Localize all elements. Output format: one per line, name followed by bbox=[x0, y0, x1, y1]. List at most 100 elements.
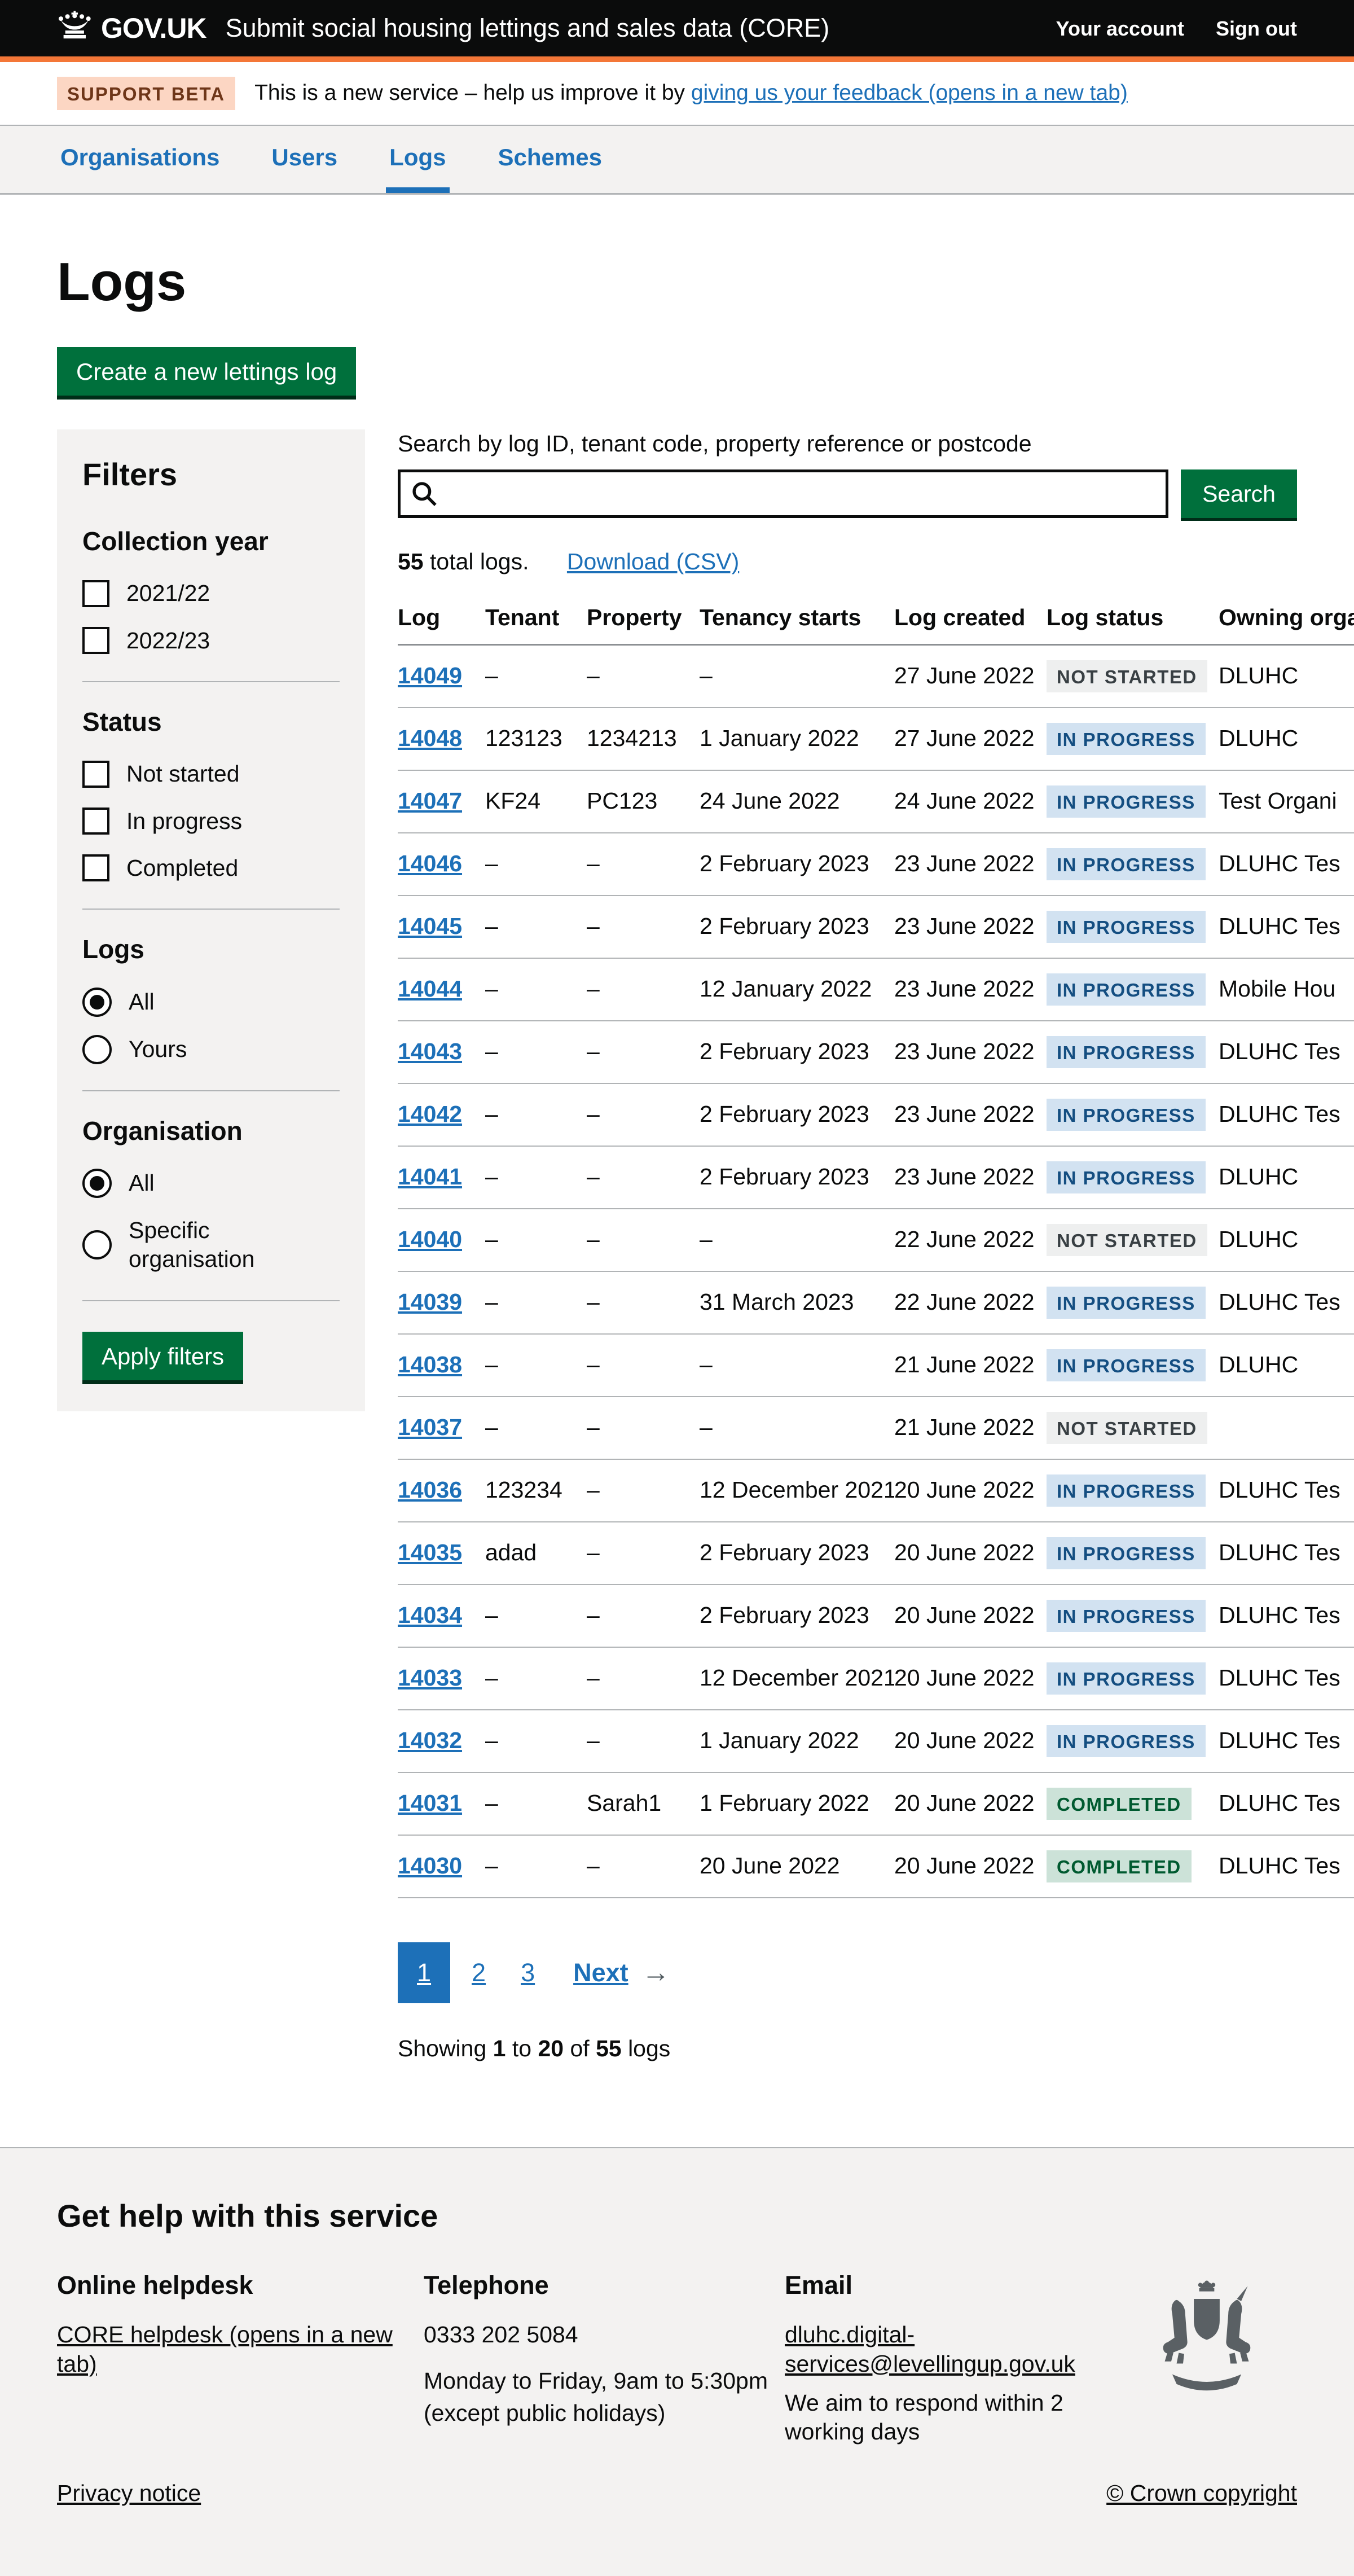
tenant-cell: – bbox=[485, 1584, 587, 1648]
create-lettings-log-button[interactable]: Create a new lettings log bbox=[57, 346, 357, 396]
log-created-cell: 24 June 2022 bbox=[894, 770, 1047, 833]
log-id-link[interactable]: 14043 bbox=[398, 1038, 463, 1065]
log-id-link[interactable]: 14035 bbox=[398, 1539, 463, 1566]
core-helpdesk-link[interactable]: CORE helpdesk (opens in a new tab) bbox=[57, 2322, 393, 2377]
summary-suffix: logs bbox=[621, 2035, 671, 2061]
log-id-link[interactable]: 14046 bbox=[398, 850, 463, 877]
log-id-link[interactable]: 14036 bbox=[398, 1477, 463, 1503]
checkbox-label[interactable]: In progress bbox=[126, 808, 243, 834]
tenancy-starts-cell: 2 February 2023 bbox=[700, 832, 894, 896]
log-id-link[interactable]: 14034 bbox=[398, 1602, 463, 1629]
status-badge: IN PROGRESS bbox=[1047, 1098, 1206, 1131]
log-id-link[interactable]: 14039 bbox=[398, 1289, 463, 1315]
next-page-link[interactable]: Next bbox=[573, 1958, 628, 1987]
tenant-cell: – bbox=[485, 832, 587, 896]
log-created-cell: 23 June 2022 bbox=[894, 895, 1047, 959]
filters-title: Filters bbox=[82, 456, 178, 492]
radio-label[interactable]: All bbox=[129, 988, 155, 1015]
radio-label[interactable]: All bbox=[129, 1170, 155, 1196]
checkbox-box[interactable] bbox=[82, 760, 109, 788]
tenant-cell: – bbox=[485, 895, 587, 959]
checkbox-2021-22[interactable]: 2021/22 bbox=[82, 579, 340, 608]
page-3-link[interactable]: 3 bbox=[521, 1958, 535, 1987]
checkbox-completed[interactable]: Completed bbox=[82, 854, 340, 883]
checkbox-in-progress[interactable]: In progress bbox=[82, 807, 340, 836]
log-created-cell: 20 June 2022 bbox=[894, 1772, 1047, 1836]
log-id-link[interactable]: 14041 bbox=[398, 1164, 463, 1190]
log-id-link[interactable]: 14048 bbox=[398, 725, 463, 752]
email-response-note: We aim to respond within 2 working days bbox=[785, 2389, 1063, 2445]
table-row: 14037 – – – 21 June 2022 NOT STARTED bbox=[398, 1396, 1354, 1460]
log-id-link[interactable]: 14042 bbox=[398, 1101, 463, 1127]
feedback-link[interactable]: giving us your feedback (opens in a new … bbox=[691, 81, 1128, 106]
log-id-link[interactable]: 14031 bbox=[398, 1790, 463, 1816]
log-id-link[interactable]: 14030 bbox=[398, 1853, 463, 1879]
table-row: 14038 – – – 21 June 2022 IN PROGRESS DLU… bbox=[398, 1333, 1354, 1397]
log-id-link[interactable]: 14040 bbox=[398, 1226, 463, 1253]
log-id-link[interactable]: 14045 bbox=[398, 913, 463, 940]
tenant-cell: – bbox=[485, 1020, 587, 1084]
page-1-link[interactable]: 1 bbox=[398, 1942, 451, 2003]
service-name-link[interactable]: Submit social housing lettings and sales… bbox=[225, 13, 830, 42]
your-account-link[interactable]: Your account bbox=[1056, 16, 1185, 40]
radio-logs-all[interactable]: All bbox=[82, 987, 340, 1017]
apply-filters-button[interactable]: Apply filters bbox=[82, 1331, 244, 1380]
radio-organisation-all[interactable]: All bbox=[82, 1169, 340, 1198]
col-header-log-created: Log created bbox=[894, 603, 1047, 646]
status-badge: NOT STARTED bbox=[1047, 660, 1207, 692]
radio-button[interactable] bbox=[82, 987, 112, 1017]
download-csv-link[interactable]: Download (CSV) bbox=[566, 548, 740, 574]
checkbox-box[interactable] bbox=[82, 854, 109, 882]
email-link[interactable]: dluhc.digital-services@levellingup.gov.u… bbox=[785, 2322, 1075, 2377]
logs-table: Log Tenant Property Tenancy starts Log c… bbox=[398, 603, 1354, 1898]
log-id-link[interactable]: 14049 bbox=[398, 662, 463, 689]
govuk-logo[interactable]: GOV.UK bbox=[57, 11, 207, 46]
checkbox-label[interactable]: 2022/23 bbox=[126, 627, 210, 653]
log-created-cell: 23 June 2022 bbox=[894, 1083, 1047, 1147]
radio-button[interactable] bbox=[82, 1034, 112, 1064]
checkbox-label[interactable]: Not started bbox=[126, 761, 240, 787]
footer-email-column: Email dluhc.digital-services@levellingup… bbox=[785, 2270, 1116, 2456]
col-header-owning-organisation: Owning organisation bbox=[1219, 603, 1354, 646]
tenant-cell: – bbox=[485, 1772, 587, 1836]
page-2-link[interactable]: 2 bbox=[472, 1958, 486, 1987]
log-id-link[interactable]: 14033 bbox=[398, 1665, 463, 1691]
search-input[interactable] bbox=[398, 469, 1169, 518]
search-button[interactable]: Search bbox=[1181, 469, 1297, 518]
nav-item-users[interactable]: Users bbox=[271, 144, 338, 171]
property-cell: – bbox=[587, 1835, 700, 1898]
table-row: 14042 – – 2 February 2023 23 June 2022 I… bbox=[398, 1083, 1354, 1147]
log-id-link[interactable]: 14038 bbox=[398, 1351, 463, 1378]
log-created-cell: 22 June 2022 bbox=[894, 1208, 1047, 1272]
radio-label[interactable]: Specific organisation bbox=[129, 1217, 255, 1272]
property-cell: Sarah1 bbox=[587, 1772, 700, 1836]
radio-button[interactable] bbox=[82, 1230, 112, 1260]
log-id-link[interactable]: 14032 bbox=[398, 1727, 463, 1754]
filter-legend-collection-year: Collection year bbox=[82, 526, 269, 556]
radio-specific-organisation[interactable]: Specific organisation bbox=[82, 1216, 340, 1274]
crown-copyright-link[interactable]: © Crown copyright bbox=[1106, 2480, 1297, 2507]
checkbox-box[interactable] bbox=[82, 627, 109, 655]
nav-item-organisations[interactable]: Organisations bbox=[60, 144, 220, 171]
checkbox-label[interactable]: 2021/22 bbox=[126, 580, 210, 607]
checkbox-box[interactable] bbox=[82, 808, 109, 835]
log-id-link[interactable]: 14047 bbox=[398, 788, 463, 814]
status-badge: IN PROGRESS bbox=[1047, 848, 1206, 880]
helpdesk-title: Online helpdesk bbox=[57, 2271, 253, 2299]
radio-button[interactable] bbox=[82, 1169, 112, 1198]
radio-label[interactable]: Yours bbox=[129, 1035, 187, 1062]
tenancy-starts-cell: 2 February 2023 bbox=[700, 1020, 894, 1084]
checkbox-label[interactable]: Completed bbox=[126, 854, 239, 881]
log-id-link[interactable]: 14037 bbox=[398, 1414, 463, 1441]
log-id-link[interactable]: 14044 bbox=[398, 976, 463, 1002]
tenant-cell: – bbox=[485, 1709, 587, 1773]
checkbox-not-started[interactable]: Not started bbox=[82, 760, 340, 788]
sign-out-link[interactable]: Sign out bbox=[1216, 16, 1297, 40]
checkbox-box[interactable] bbox=[82, 580, 109, 607]
nav-item-logs[interactable]: Logs bbox=[386, 143, 450, 193]
radio-logs-yours[interactable]: Yours bbox=[82, 1034, 340, 1064]
privacy-notice-link[interactable]: Privacy notice bbox=[57, 2480, 201, 2507]
nav-item-schemes[interactable]: Schemes bbox=[498, 144, 602, 171]
filter-group-logs: Logs All Yours bbox=[82, 933, 340, 1064]
checkbox-2022-23[interactable]: 2022/23 bbox=[82, 626, 340, 655]
